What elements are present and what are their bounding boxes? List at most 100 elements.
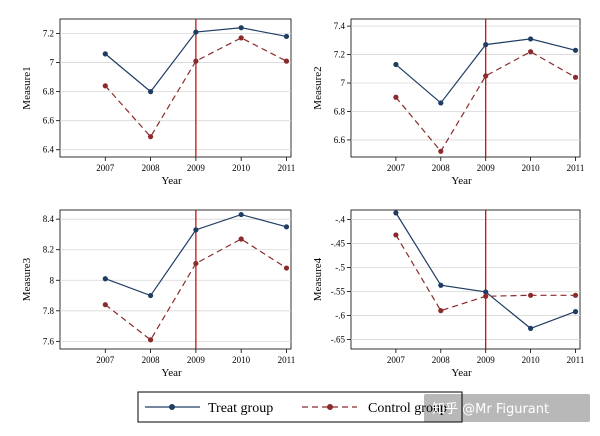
data-point-treat <box>193 227 199 233</box>
data-point-treat <box>438 100 444 106</box>
y-tick-label: -.65 <box>331 334 346 344</box>
series-line-control <box>104 238 287 341</box>
data-point-treat <box>238 211 244 218</box>
x-tick-label: 2009 <box>187 163 206 173</box>
data-point-treat <box>438 282 444 288</box>
x-tick-label: 2009 <box>477 355 496 365</box>
y-tick-label: 7.2 <box>334 50 345 60</box>
x-tick-label: 2010 <box>232 163 251 173</box>
y-tick-label: 8.4 <box>43 214 55 224</box>
data-point-treat <box>528 325 534 331</box>
chart-panel-3: 7.6 7.8 8 8.2 8.4 2007 2008 2009 2010 2011 Year Mea… <box>21 209 296 379</box>
y-tick-label: 6.4 <box>43 145 55 155</box>
data-point-treat <box>147 89 154 95</box>
y-axis-title: Measure4 <box>312 257 324 301</box>
y-tick-label: 7.2 <box>43 29 54 39</box>
x-tick-label: 2010 <box>522 355 541 365</box>
chart-panel-2: 6.6 6.8 7 7.2 7.4 2007 2008 2009 2010 2011 Year Mea… <box>312 18 585 187</box>
data-point-treat <box>147 292 154 299</box>
data-point-control <box>238 236 244 242</box>
data-point-treat <box>238 25 244 31</box>
data-point-control <box>483 293 489 299</box>
chart-panels: 6.4 6.6 6.8 7 7.2 2007 2008 2009 2010 2011 Year Mea… <box>21 18 585 379</box>
x-tick-label: 2010 <box>522 163 541 173</box>
x-tick-label: 2009 <box>187 355 206 365</box>
legend-control-label: Control group <box>368 401 447 416</box>
legend-treat-label: Treat group <box>208 401 273 416</box>
data-point-control <box>483 73 489 79</box>
x-tick-label: 2008 <box>142 355 161 365</box>
data-point-control <box>147 337 154 343</box>
y-axis-title: Measure2 <box>312 66 324 109</box>
x-tick-label: 2011 <box>567 163 585 173</box>
data-point-control <box>572 292 579 298</box>
y-tick-label: 7 <box>341 78 346 88</box>
y-tick-label: -.6 <box>335 310 345 320</box>
data-point-treat <box>572 309 579 315</box>
x-tick-label: 2007 <box>96 355 115 365</box>
y-tick-label: 8.2 <box>43 245 54 255</box>
y-tick-label: 7.8 <box>43 306 55 316</box>
data-point-control <box>438 148 444 154</box>
y-tick-label: -.5 <box>335 263 345 273</box>
y-tick-label: 7.6 <box>43 336 55 346</box>
data-point-treat <box>393 210 399 216</box>
x-axis-title: Year <box>451 367 472 379</box>
data-point-control <box>238 35 244 41</box>
data-point-control <box>528 292 534 298</box>
x-axis-title: Year <box>161 367 182 379</box>
x-tick-label: 2008 <box>432 355 451 365</box>
watermark-backdrop <box>424 394 590 422</box>
y-tick-label: 7.4 <box>334 21 346 31</box>
plot-area <box>350 18 581 158</box>
x-tick-label: 2011 <box>278 163 296 173</box>
data-point-control <box>102 83 108 89</box>
y-tick-label: 7 <box>50 58 55 68</box>
y-axis-title: Measure1 <box>21 66 33 109</box>
data-point-treat <box>102 276 108 282</box>
x-tick-label: 2007 <box>96 163 115 173</box>
y-tick-label: -.55 <box>331 286 346 296</box>
data-point-control <box>393 94 399 100</box>
data-point-control <box>193 58 199 64</box>
data-point-treat <box>528 36 534 42</box>
plot-area <box>350 209 581 350</box>
data-point-control <box>193 260 199 267</box>
data-point-treat <box>283 224 290 230</box>
y-axis-title: Measure3 <box>21 257 33 301</box>
legend-control-marker <box>327 404 333 410</box>
legend-treat-marker <box>169 404 175 410</box>
y-tick-label: 6.6 <box>334 135 346 145</box>
data-point-treat <box>483 289 489 295</box>
y-tick-label: 6.8 <box>334 106 346 116</box>
data-point-control <box>438 308 444 314</box>
data-point-treat <box>393 61 399 68</box>
series-line-control <box>104 37 287 138</box>
x-axis-title: Year <box>161 175 182 187</box>
data-point-treat <box>572 47 579 53</box>
data-point-control <box>528 49 534 55</box>
plot-area <box>59 209 292 350</box>
data-point-treat <box>283 33 290 40</box>
legend: Treat group Control group <box>137 391 463 423</box>
x-tick-label: 2009 <box>477 163 496 173</box>
data-point-control <box>572 74 579 80</box>
x-tick-label: 2011 <box>278 355 296 365</box>
y-tick-label: -.4 <box>335 215 345 225</box>
data-point-control <box>147 134 154 140</box>
y-tick-label: -.45 <box>331 239 346 249</box>
x-tick-label: 2007 <box>387 355 406 365</box>
data-point-control <box>283 265 290 271</box>
data-point-control <box>393 232 399 238</box>
chart-panel-1: 6.4 6.6 6.8 7 7.2 2007 2008 2009 2010 2011 Year Mea… <box>21 18 296 187</box>
x-tick-label: 2010 <box>232 355 251 365</box>
x-tick-label: 2008 <box>432 163 451 173</box>
data-point-control <box>102 302 108 308</box>
x-tick-label: 2008 <box>142 163 161 173</box>
plot-area <box>59 18 292 158</box>
x-tick-label: 2011 <box>567 355 585 365</box>
chart-panel-4: -.65 -.6 -.55 -.5 -.45 -.4 2007 2008 2009 2010 201… <box>312 209 585 379</box>
y-tick-label: 8 <box>50 275 55 285</box>
watermark-text: 知乎 @Mr Figurant <box>432 401 549 417</box>
